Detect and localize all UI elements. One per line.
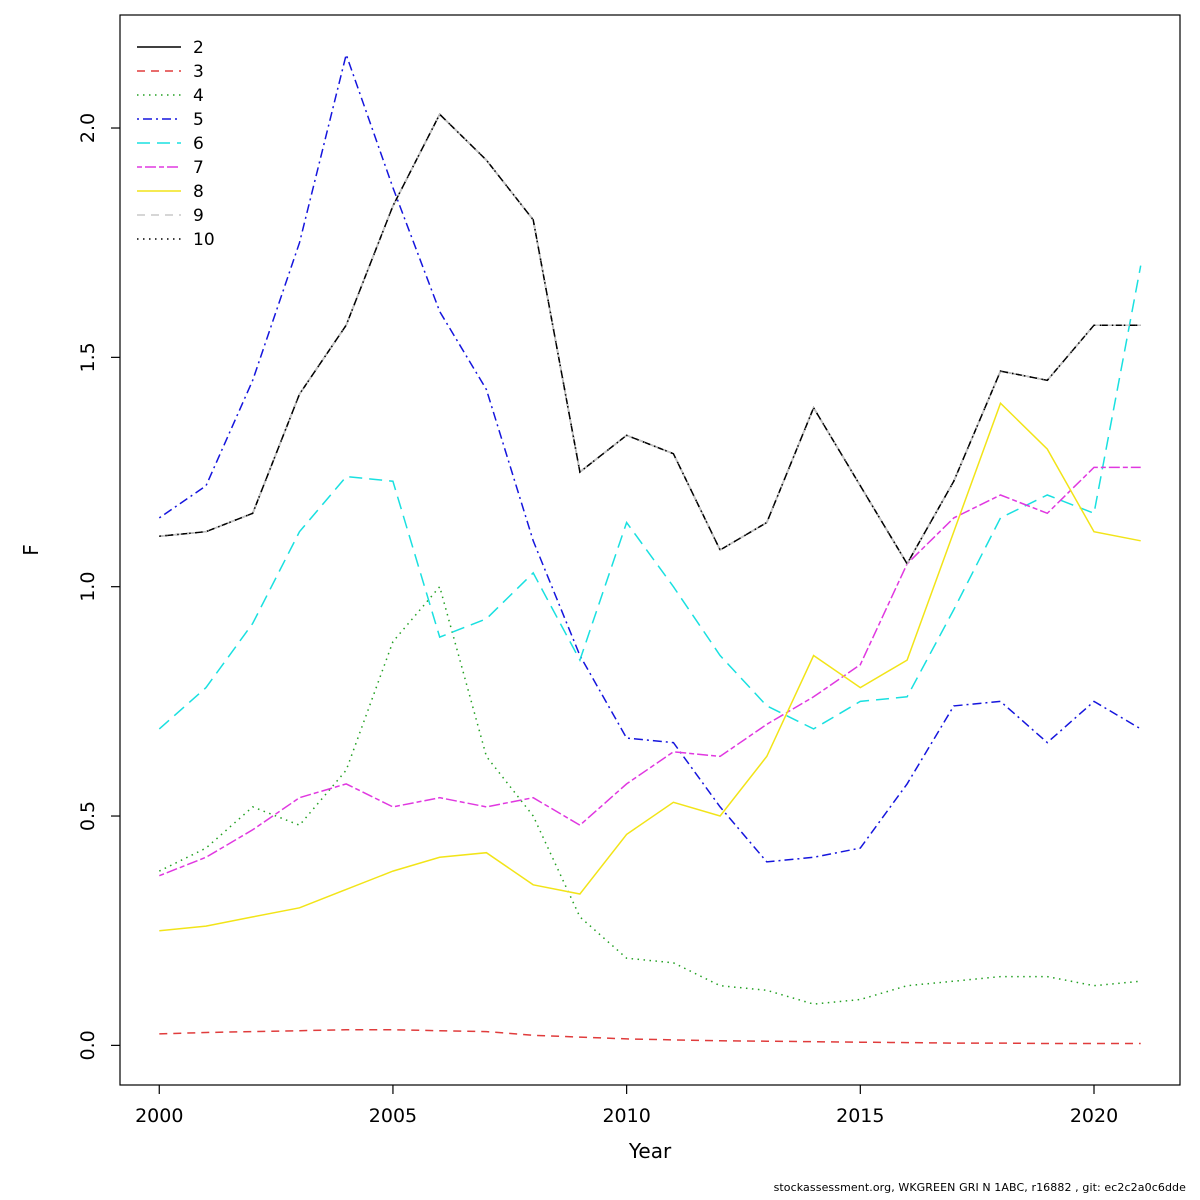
legend-label-9: 9 — [193, 206, 204, 226]
series-line-3 — [159, 1029, 1141, 1045]
y-tick-label: 1.5 — [77, 342, 99, 372]
x-tick-label: 2010 — [602, 1105, 650, 1127]
x-axis-label: Year — [628, 1139, 672, 1163]
legend-label-4: 4 — [193, 86, 204, 106]
series-line-10 — [159, 113, 1141, 566]
x-tick-label: 2015 — [836, 1105, 884, 1127]
legend-label-8: 8 — [193, 182, 204, 202]
footer-attribution: stockassessment.org, WKGREEN GRI N 1ABC,… — [773, 1181, 1186, 1194]
series-line-7 — [159, 466, 1141, 877]
legend-label-5: 5 — [193, 110, 204, 130]
y-tick-label: 1.0 — [77, 572, 99, 602]
legend-label-6: 6 — [193, 134, 204, 154]
legend-label-3: 3 — [193, 62, 204, 82]
series-line-6 — [158, 265, 1142, 730]
legend-label-7: 7 — [193, 158, 204, 178]
x-tick-label: 2005 — [369, 1105, 417, 1127]
series-line-4 — [158, 585, 1141, 1005]
y-tick-label: 0.5 — [77, 801, 99, 831]
series-line-8 — [159, 401, 1141, 932]
y-tick-label: 0.0 — [77, 1030, 99, 1060]
x-tick-label: 2020 — [1070, 1105, 1118, 1127]
plot-border — [119, 14, 1181, 1086]
y-tick-label: 2.0 — [77, 113, 99, 143]
legend-label-2: 2 — [193, 38, 204, 58]
y-axis-label: F — [19, 544, 43, 556]
series-line-2 — [159, 113, 1141, 566]
x-tick-label: 2000 — [135, 1105, 183, 1127]
series-line-9 — [159, 113, 1141, 566]
legend-label-10: 10 — [193, 230, 215, 250]
series-line-5 — [158, 51, 1142, 863]
